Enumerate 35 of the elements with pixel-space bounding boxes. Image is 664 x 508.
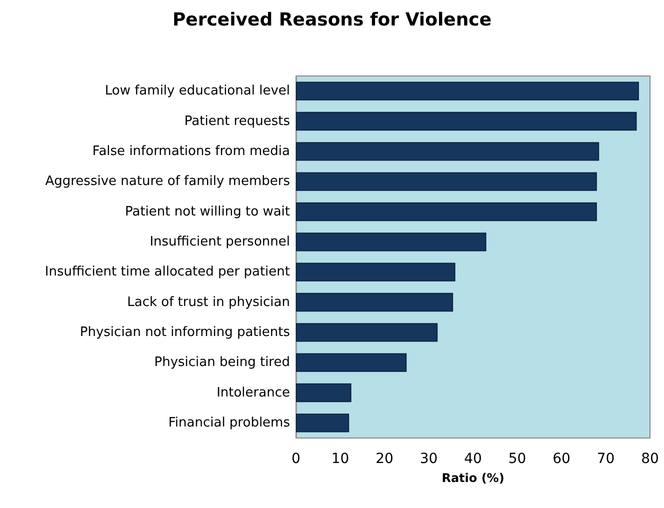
bar <box>296 262 456 282</box>
x-tick-label: 10 <box>331 451 350 467</box>
y-tick-label: False informations from media <box>92 144 290 159</box>
bar <box>296 323 438 342</box>
y-tick-label: Physician being tired <box>154 355 290 370</box>
x-tick-label: 20 <box>376 451 394 467</box>
y-tick-label: Insufficient personnel <box>150 234 290 250</box>
bar <box>296 112 637 131</box>
bar <box>296 142 600 161</box>
y-tick-label: Lack of trust in physician <box>127 294 290 310</box>
x-axis-title: Ratio (%) <box>442 471 504 485</box>
y-tick-label: Patient requests <box>184 114 290 129</box>
y-tick-label: Physician not informing patients <box>80 324 290 340</box>
bar <box>296 414 350 432</box>
x-tick-label: 60 <box>552 451 570 467</box>
bar <box>296 232 486 252</box>
x-tick-label: 0 <box>292 451 300 467</box>
bar <box>296 383 352 402</box>
bar <box>296 82 639 100</box>
y-tick-label: Intolerance <box>216 385 290 400</box>
bar <box>296 353 407 372</box>
y-tick-label: Aggressive nature of family members <box>45 174 290 190</box>
x-tick-label: 80 <box>641 451 659 467</box>
bar <box>296 172 597 191</box>
bar <box>296 202 597 222</box>
x-tick-label: 30 <box>420 451 438 467</box>
y-tick-label: Financial problems <box>168 415 290 430</box>
y-tick-label: Insufficient time allocated per patient <box>44 264 290 280</box>
x-tick-label: 50 <box>508 451 526 467</box>
y-tick-label: Patient not willing to wait <box>124 204 290 220</box>
x-tick-label: 40 <box>464 451 482 467</box>
bar <box>296 292 454 312</box>
chart-title: Perceived Reasons for Violence <box>172 10 492 30</box>
y-tick-label: Low family educational level <box>104 84 290 99</box>
x-tick-label: 70 <box>596 451 615 467</box>
